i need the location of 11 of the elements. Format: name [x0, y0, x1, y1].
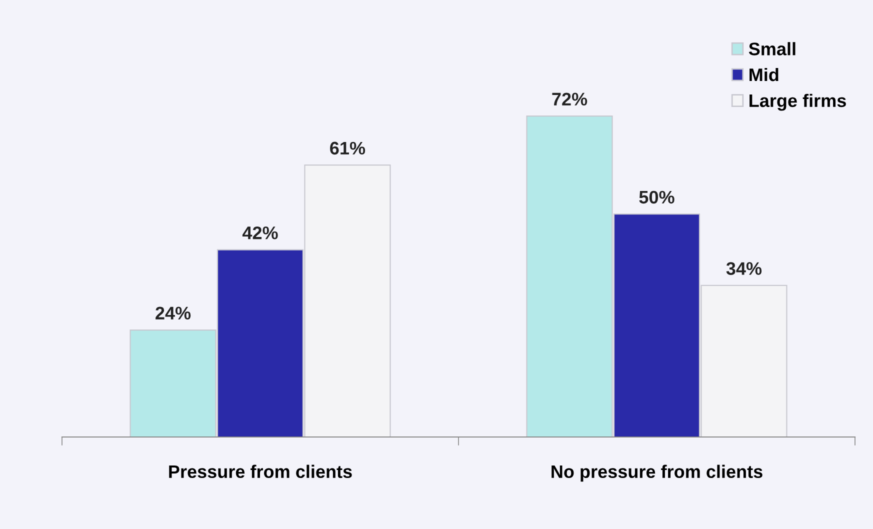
x-tick-label: No pressure from clients	[552, 464, 762, 482]
legend-label: Mid	[750, 68, 778, 82]
data-label: 61%	[330, 142, 366, 155]
x-tick-label: Pressure from clients	[169, 464, 352, 478]
legend-label: Large firms	[750, 94, 846, 111]
data-label: 42%	[242, 226, 278, 240]
data-label: 72%	[552, 92, 588, 106]
data-label: 24%	[156, 306, 191, 320]
legend-label: Small	[748, 42, 796, 56]
data-label: 34%	[726, 262, 762, 275]
data-label: 50%	[639, 190, 674, 204]
